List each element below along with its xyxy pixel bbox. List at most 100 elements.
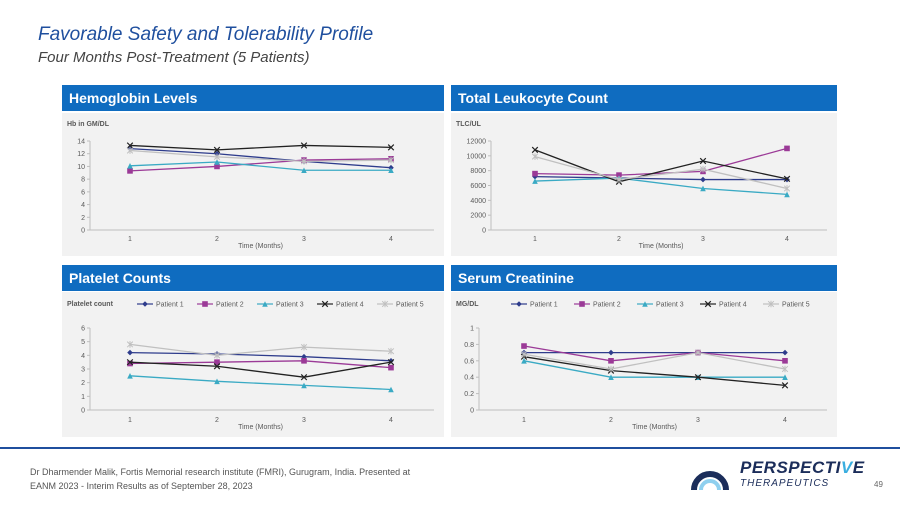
logo-word-part-e: E xyxy=(852,458,865,477)
hgb-data-point xyxy=(126,142,134,149)
tlc-ytick-label: 6000 xyxy=(470,183,486,190)
plt-data-point xyxy=(300,373,308,381)
tlc-ytick-label: 4000 xyxy=(470,198,486,205)
tlc-xtick-label: 3 xyxy=(701,236,705,243)
plt-data-point xyxy=(300,343,308,351)
plt-legend-label: Patient 3 xyxy=(276,302,304,309)
cr-series-line xyxy=(523,351,786,370)
tlc-ytick-label: 8000 xyxy=(470,168,486,175)
hgb-series-line xyxy=(129,158,392,172)
tlc-data-point xyxy=(783,175,791,183)
tlc-series-line xyxy=(534,177,788,196)
hgb-data-point xyxy=(388,167,394,174)
footer-citation: Dr Dharmender Malik, Fortis Memorial res… xyxy=(30,465,470,493)
plt-data-point xyxy=(127,373,133,379)
plt-data-point xyxy=(388,386,394,393)
plt-axes: 0 1 2 3 4 5 6 1 2 3 4 Time (Months) Platelet count xyxy=(67,301,434,431)
cr-data-point xyxy=(521,343,527,349)
tlc-series-2 xyxy=(532,145,790,178)
plt-legend: Patient 1 Patient 2 Patient 3 Patient 4 Pati… xyxy=(137,300,424,309)
header-creatinine: Serum Creatinine xyxy=(451,265,837,291)
tlc-series-line xyxy=(534,175,787,181)
plt-legend-label: Patient 4 xyxy=(336,302,364,309)
cr-xlabel: Time (Months) xyxy=(632,424,677,431)
hgb-ylabel: Hb in GM/DL xyxy=(67,121,110,128)
hgb-data-point xyxy=(300,142,308,149)
logo-word-part-a: PERSPECTI xyxy=(740,458,841,477)
plt-series-line xyxy=(129,360,392,369)
footer-line-1: Dr Dharmender Malik, Fortis Memorial res… xyxy=(30,467,411,477)
hgb-xtick-label: 4 xyxy=(389,236,393,243)
plt-ytick-label: 3 xyxy=(81,367,85,374)
header-leukocyte: Total Leukocyte Count xyxy=(451,85,837,111)
tlc-xtick-label: 2 xyxy=(617,236,621,243)
plt-ytick-label: 2 xyxy=(81,380,85,387)
plt-ytick-label: 4 xyxy=(81,353,85,360)
tlc-series-4 xyxy=(531,146,791,186)
tlc-ytick-label: 2000 xyxy=(470,213,486,220)
header-hemoglobin: Hemoglobin Levels xyxy=(62,85,444,111)
hgb-ytick-label: 12 xyxy=(77,151,85,158)
cr-data-point xyxy=(782,374,788,380)
plt-data-point xyxy=(387,347,395,355)
cr-ytick-label: 1 xyxy=(470,326,474,333)
leukocyte-chart-svg: 0 2000 4000 6000 8000 10000 12000 1 2 3 4 Time (Mon… xyxy=(456,121,827,250)
logo-word-part-v: V xyxy=(840,458,853,477)
hgb-data-point xyxy=(127,162,133,169)
hgb-ytick-label: 10 xyxy=(77,164,85,171)
cr-ytick-label: 0 xyxy=(470,408,474,415)
plt-series-line xyxy=(129,351,392,362)
cr-data-point xyxy=(782,358,788,364)
cr-series-line xyxy=(523,345,786,362)
tlc-series-line xyxy=(534,155,788,190)
cr-series-line xyxy=(523,356,786,387)
logo-wordmark: PERSPECTIVE xyxy=(740,458,865,478)
plt-legend-marker xyxy=(321,300,329,308)
cr-series-4 xyxy=(520,353,789,389)
cr-data-point xyxy=(608,358,614,364)
tlc-data-point xyxy=(783,185,791,192)
cr-legend-label: Patient 5 xyxy=(782,302,810,309)
cr-series-line xyxy=(523,360,785,378)
tlc-data-point xyxy=(784,191,790,198)
plt-xtick-label: 1 xyxy=(128,417,132,424)
plt-series-4 xyxy=(126,358,395,381)
tlc-data-point xyxy=(699,165,707,173)
hgb-ytick-label: 14 xyxy=(77,139,85,146)
plt-series-line xyxy=(129,343,392,356)
plt-series-5 xyxy=(126,341,395,359)
hgb-series-4 xyxy=(126,142,395,154)
hgb-series-line xyxy=(129,144,392,151)
hgb-series-3 xyxy=(127,159,394,174)
page-number: 49 xyxy=(874,480,883,489)
cr-legend-marker xyxy=(579,301,585,307)
hgb-xtick-label: 1 xyxy=(128,236,132,243)
plt-data-point xyxy=(214,359,220,365)
creatinine-chart-svg: 0 0.2 0.4 0.6 0.8 1 1 2 3 4 Time (Months) MG/DL Pati… xyxy=(456,300,827,431)
hgb-series-5 xyxy=(126,147,395,165)
slide-title: Favorable Safety and Tolerability Profil… xyxy=(38,24,374,45)
cr-legend-marker xyxy=(642,301,648,307)
tlc-ylabel: TLC/UL xyxy=(456,121,482,128)
cr-xtick-label: 1 xyxy=(522,417,526,424)
cr-data-point xyxy=(608,374,614,380)
cr-legend-marker xyxy=(704,300,712,308)
tlc-ytick-label: 0 xyxy=(482,228,486,235)
tlc-xlabel: Time (Months) xyxy=(639,243,684,250)
plt-legend-marker xyxy=(262,301,268,307)
plt-legend-marker xyxy=(142,301,148,307)
cr-legend-label: Patient 2 xyxy=(593,302,621,309)
platelet-chart-svg: 0 1 2 3 4 5 6 1 2 3 4 Time (Months) Platelet count Pa… xyxy=(67,300,434,431)
hgb-data-point xyxy=(126,147,134,154)
hgb-series-line xyxy=(129,147,392,169)
hgb-data-point xyxy=(213,153,221,161)
cr-series-5 xyxy=(520,349,789,373)
tlc-series-line xyxy=(534,147,788,176)
cr-legend-marker xyxy=(516,301,522,307)
tlc-data-point xyxy=(531,153,539,160)
tlc-data-point xyxy=(616,172,622,178)
plt-xlabel: Time (Months) xyxy=(238,424,283,431)
tlc-data-point xyxy=(532,178,538,184)
hgb-xtick-label: 3 xyxy=(302,236,306,243)
